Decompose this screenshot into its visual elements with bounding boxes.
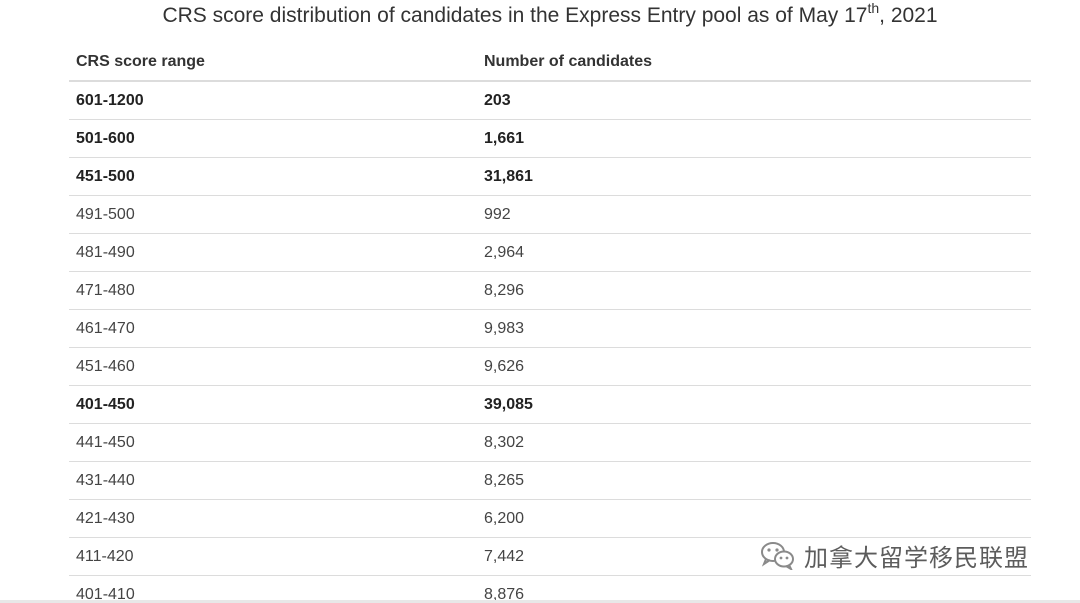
score-range-cell: 481-490 bbox=[69, 233, 477, 272]
candidate-count-cell: 7,442 bbox=[477, 537, 1031, 576]
table-row: 441-450 8,302 bbox=[69, 423, 1031, 462]
table-row: 401-410 8,876 bbox=[69, 575, 1031, 603]
candidate-count-cell: 9,983 bbox=[477, 309, 1031, 348]
score-range-cell: 411-420 bbox=[69, 537, 477, 576]
candidate-count-cell: 8,302 bbox=[477, 423, 1031, 462]
table-row: 461-470 9,983 bbox=[69, 309, 1031, 348]
column-header-candidates: Number of candidates bbox=[477, 43, 1031, 82]
candidate-count-cell: 8,876 bbox=[477, 575, 1031, 603]
candidate-count-cell: 6,200 bbox=[477, 499, 1031, 538]
title-ordinal-suffix: th bbox=[867, 0, 880, 16]
score-range-cell: 401-450 bbox=[69, 385, 477, 424]
score-range-cell: 501-600 bbox=[69, 119, 477, 158]
table-body: 601-1200 203 501-600 1,661 451-500 31,861 491-… bbox=[69, 81, 1031, 603]
wechat-watermark: 加拿大留学移民联盟 bbox=[760, 537, 1029, 573]
score-range-cell: 601-1200 bbox=[69, 81, 477, 120]
score-range-cell: 491-500 bbox=[69, 195, 477, 234]
table-row: 421-430 6,200 bbox=[69, 499, 1031, 538]
page-title: CRS score distribution of candidates in … bbox=[0, 0, 1080, 30]
score-range-cell: 461-470 bbox=[69, 309, 477, 348]
candidate-count-cell: 9,626 bbox=[477, 347, 1031, 386]
score-range-cell: 441-450 bbox=[69, 423, 477, 462]
score-range-cell: 421-430 bbox=[69, 499, 477, 538]
table-header-row: CRS score range Number of candidates bbox=[69, 43, 1031, 82]
table-row: 401-450 39,085 bbox=[69, 385, 1031, 424]
score-range-cell: 451-460 bbox=[69, 347, 477, 386]
title-main: CRS score distribution of candidates in … bbox=[162, 4, 868, 27]
score-range-cell: 451-500 bbox=[69, 157, 477, 196]
table-row: 601-1200 203 bbox=[69, 81, 1031, 120]
candidate-count-cell: 1,661 bbox=[477, 119, 1031, 158]
candidate-count-cell: 8,265 bbox=[477, 461, 1031, 500]
watermark-text: 加拿大留学移民联盟 bbox=[804, 543, 1029, 572]
table-row: 481-490 2,964 bbox=[69, 233, 1031, 272]
table-row: 501-600 1,661 bbox=[69, 119, 1031, 158]
table-row: 451-460 9,626 bbox=[69, 347, 1031, 386]
table-row: 411-420 7,442 bbox=[69, 537, 1031, 576]
candidate-count-cell: 39,085 bbox=[477, 385, 1031, 424]
score-range-cell: 471-480 bbox=[69, 271, 477, 310]
candidate-count-cell: 31,861 bbox=[477, 157, 1031, 196]
candidate-count-cell: 203 bbox=[477, 81, 1031, 120]
table-row: 431-440 8,265 bbox=[69, 461, 1031, 500]
crs-distribution-table: CRS score range Number of candidates 601… bbox=[69, 43, 1031, 603]
candidate-count-cell: 2,964 bbox=[477, 233, 1031, 272]
table-row: 471-480 8,296 bbox=[69, 271, 1031, 310]
page-divider bbox=[0, 600, 1080, 603]
table-row: 451-500 31,861 bbox=[69, 157, 1031, 196]
column-header-score-range: CRS score range bbox=[69, 43, 477, 82]
score-range-cell: 431-440 bbox=[69, 461, 477, 500]
score-range-cell: 401-410 bbox=[69, 575, 477, 603]
wechat-icon bbox=[761, 542, 794, 570]
table-row: 491-500 992 bbox=[69, 195, 1031, 234]
candidate-count-cell: 8,296 bbox=[477, 271, 1031, 310]
candidate-count-cell: 992 bbox=[477, 195, 1031, 234]
title-year: , 2021 bbox=[879, 4, 938, 27]
